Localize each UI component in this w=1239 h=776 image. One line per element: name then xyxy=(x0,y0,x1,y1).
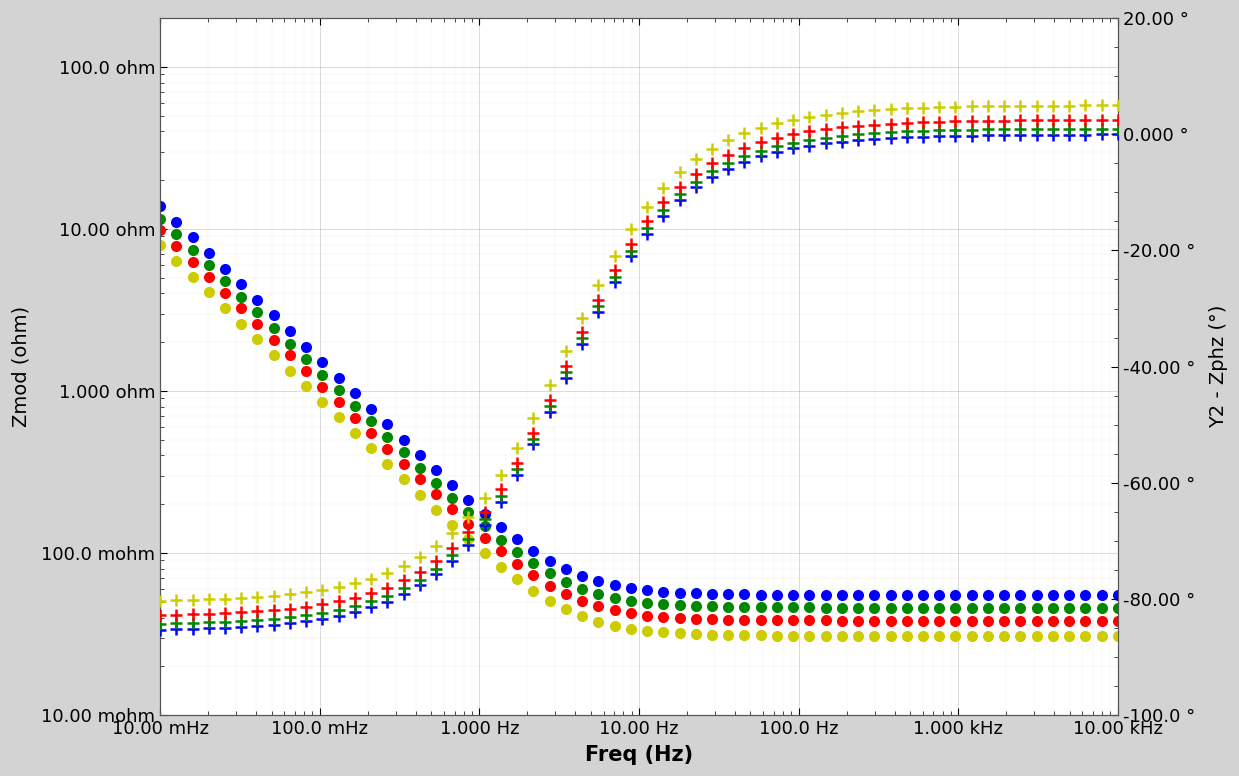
X-axis label: Freq (Hz): Freq (Hz) xyxy=(585,745,693,765)
Y-axis label: Y2 - Zphz (°): Y2 - Zphz (°) xyxy=(1209,305,1228,428)
Y-axis label: Zmod (ohm): Zmod (ohm) xyxy=(11,306,30,427)
